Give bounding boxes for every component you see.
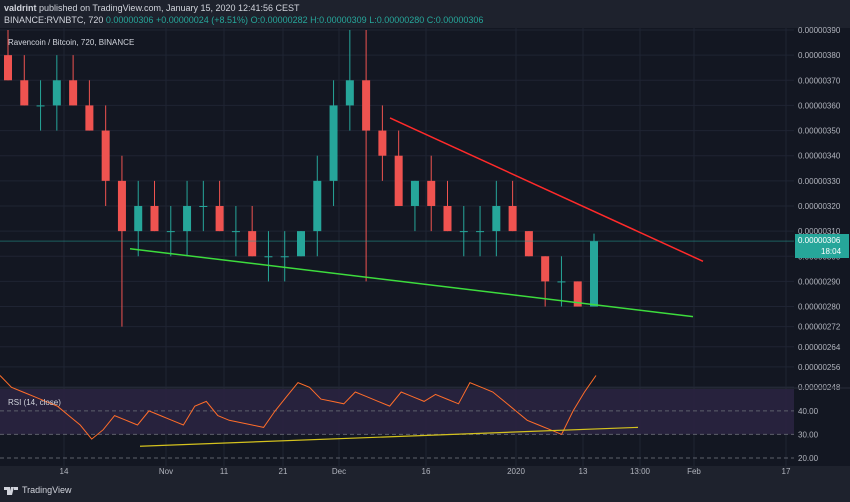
ohlc-high: H:0.00000309 <box>310 15 367 25</box>
last-price: 0.00000306 <box>105 15 154 25</box>
price-tick-label: 0.00000380 <box>798 51 841 60</box>
candle-body <box>101 130 110 181</box>
candle-body <box>329 105 338 181</box>
price-tick-label: 0.00000280 <box>798 303 841 312</box>
time-tick-label: 11 <box>220 467 229 476</box>
tradingview-logo-icon <box>4 487 18 495</box>
time-tick-label: 16 <box>422 467 431 476</box>
candle-body <box>199 205 208 207</box>
price-tick-label: 0.00000256 <box>798 363 841 372</box>
time-tick-label: 21 <box>279 467 288 476</box>
symbol-info: BINANCE:RVNBTC, 720 0.00000306 +0.000000… <box>4 15 483 25</box>
footer-bar <box>0 480 850 502</box>
price-tick-label: 0.00000264 <box>798 343 841 352</box>
candle-body <box>508 205 517 232</box>
candle-body <box>166 231 175 233</box>
bar-countdown: 18:04 <box>821 247 842 256</box>
candle-body <box>394 155 403 206</box>
ohlc-close: C:0.00000306 <box>426 15 484 25</box>
time-tick-label: 17 <box>782 467 791 476</box>
candle-body <box>410 180 419 206</box>
candle-body <box>378 130 387 156</box>
price-tick-label: 0.00000360 <box>798 101 841 110</box>
ohlc-low: L:0.00000280 <box>369 15 425 25</box>
candle-body <box>69 80 78 106</box>
price-tick-label: 0.00000390 <box>798 26 841 35</box>
candle-body <box>297 231 305 257</box>
rsi-tick-label: 30.00 <box>798 430 819 439</box>
rsi-band <box>0 389 794 435</box>
time-tick-label: Dec <box>332 467 346 476</box>
price-tick-label: 0.00000340 <box>798 152 841 161</box>
candle-body <box>345 80 354 106</box>
time-tick-label: 2020 <box>507 467 525 476</box>
candle-body <box>524 231 533 257</box>
price-tick-label: 0.00000350 <box>798 127 841 136</box>
candle-body <box>85 105 94 131</box>
candle-body <box>459 231 468 233</box>
candle-body <box>541 256 550 282</box>
time-tick-label: Feb <box>687 467 701 476</box>
candle-body <box>183 205 192 232</box>
candle-body <box>573 281 582 307</box>
candle-body <box>117 180 126 232</box>
price-tick-label: 0.00000310 <box>798 227 841 236</box>
candle-body <box>134 205 143 232</box>
candle-body <box>231 231 240 233</box>
price-change: +0.00000024 (+8.51%) <box>155 15 249 25</box>
price-tick-label: 0.00000290 <box>798 277 841 286</box>
time-tick-label: 13 <box>579 467 588 476</box>
publisher-name[interactable]: valdrint <box>4 3 37 13</box>
rsi-trendline <box>139 426 639 447</box>
candle-body <box>313 180 322 232</box>
price-tick-label: 0.00000370 <box>798 76 841 85</box>
time-tick-label: 13:00 <box>630 467 651 476</box>
candle-body <box>36 105 45 107</box>
candle-body <box>150 205 159 232</box>
header-bar: valdrint published on TradingView.com, J… <box>0 0 850 28</box>
rsi-tick-label: 20.00 <box>798 454 819 463</box>
candle-body <box>248 231 257 257</box>
candle-body <box>492 205 501 232</box>
candle-body <box>557 281 566 283</box>
symbol-name: BINANCE:RVNBTC, 720 <box>4 15 104 25</box>
price-tick-label: 0.00000272 <box>798 323 841 332</box>
rsi-line <box>0 375 597 440</box>
candle-body <box>443 205 452 232</box>
price-tick-label: 0.00000330 <box>798 177 841 186</box>
lower-trendline <box>129 247 694 318</box>
upper-trendline <box>389 117 704 262</box>
current-price-value: 0.00000306 <box>798 236 841 245</box>
ohlc-open: O:0.00000282 <box>250 15 308 25</box>
time-tick-label: Nov <box>159 467 173 476</box>
candle-body <box>52 80 61 106</box>
published-text: published on TradingView.com, January 15… <box>39 3 300 13</box>
candle-body <box>20 80 29 106</box>
candle-body <box>590 241 598 307</box>
current-price-label: 0.00000306 18:04 <box>795 234 849 258</box>
candle-body <box>362 80 371 131</box>
time-tick-label: 14 <box>60 467 69 476</box>
brand-name[interactable]: TradingView <box>22 485 72 495</box>
candle-body <box>280 256 289 258</box>
price-tick-label: 0.00000320 <box>798 202 841 211</box>
candle-body <box>264 256 273 258</box>
candle-body <box>476 231 485 233</box>
rsi-tick-label: 40.00 <box>798 407 819 416</box>
published-info: valdrint published on TradingView.com, J… <box>4 3 300 13</box>
candle-body <box>4 55 12 81</box>
candle-body <box>427 180 436 206</box>
candle-body <box>215 205 224 232</box>
rsi-legend: RSI (14, close) <box>8 398 61 407</box>
main-legend: Ravencoin / Bitcoin, 720, BINANCE <box>8 38 135 47</box>
